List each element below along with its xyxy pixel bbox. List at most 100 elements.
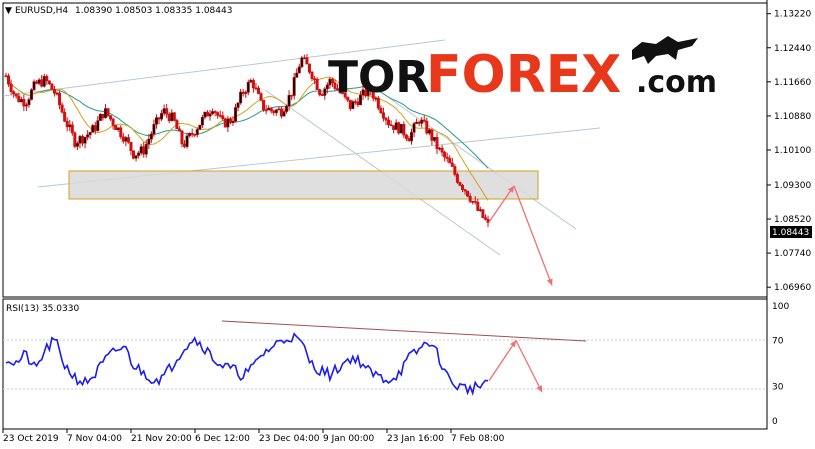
candle-body [259,93,263,101]
candle-body [35,81,39,84]
candle-body [381,112,385,119]
time-tick-label: 9 Jan 00:00 [323,434,375,444]
candle-body [81,136,85,144]
candle-body [262,99,266,111]
candle-body [129,141,133,152]
candle-body [290,94,294,97]
candle-body [116,127,120,130]
candle-body [37,79,41,84]
candle-body [420,119,424,124]
rsi-label: RSI(13) 35.0330 [6,304,79,314]
time-axis-ticks: 23 Oct 2019 7 Nov 04:00 21 Nov 20:00 6 Dec … [2,429,505,444]
candle-body [455,174,459,183]
candle-body [473,201,477,203]
candle-body [297,66,301,74]
candle-body [404,134,408,139]
candle-body [251,80,255,89]
candle-body [425,120,429,134]
candle-body [40,79,44,87]
candle-body [50,83,54,90]
candle-body [200,116,204,126]
candle-body [75,142,79,147]
candle-body [460,185,464,190]
candle-body [4,75,8,78]
forecast-arrow-line [488,185,515,223]
candle-body [432,137,436,141]
candle-body [305,57,309,65]
candle-body [30,89,34,100]
rsi-tick-label: 0 [772,417,778,427]
candle-body [371,90,375,99]
candle-body [73,132,77,147]
candle-body [165,108,169,115]
candle-body [338,89,342,94]
forecast-arrow-line [515,340,543,393]
candle-body [313,78,317,80]
candle-body [236,102,240,108]
candle-body [42,76,46,87]
logo-com-text: .com [636,65,717,100]
candle-body [323,88,327,96]
rsi-trendline [221,320,587,342]
candle-body [139,146,143,154]
candle-body [154,117,158,125]
candle-body [22,99,26,107]
time-tick-label: 6 Dec 12:00 [195,434,250,444]
symbol-label: EURUSD,H4 [15,6,68,16]
candle-body [399,124,403,134]
candle-body [318,89,322,95]
candle-body [234,107,238,122]
candle-body [195,129,199,135]
candle-body [19,99,23,103]
candle-body [109,115,113,120]
candle-body [144,144,148,155]
candle-body [106,108,110,116]
candle-body [132,150,136,159]
candle-body [162,108,166,114]
price-tick-label: 1.10100 [774,146,811,156]
candle-body [285,105,289,112]
ma-slow-line [5,75,489,169]
candle-body [376,97,380,109]
candle-body [307,63,311,73]
candle-body [160,113,164,120]
price-axis-ticks: 1.13220 1.12440 1.11660 1.10880 1.10100 1.093… [767,10,811,293]
candle-body [12,91,16,94]
forecast-rsi-arrows [488,340,543,393]
candle-body [300,57,304,68]
candle-body [315,78,319,90]
candle-body [450,162,454,167]
candle-body [218,115,222,117]
time-tick-label: 23 Jan 16:00 [387,434,444,444]
rsi-line [5,332,489,396]
bull-icon [632,36,698,64]
candle-body [287,94,291,107]
candle-body [137,152,141,156]
candle-body [134,155,138,159]
candle-body [407,138,411,142]
candle-body [443,151,447,158]
candle-body [277,108,281,111]
candle-body [68,124,72,128]
time-tick-label: 23 Oct 2019 [3,434,59,444]
ma-fast-line [5,75,489,201]
candle-body [264,109,268,112]
forecast-arrow-head [509,340,516,348]
candles-group [4,54,490,227]
candle-body [254,87,258,90]
candle-body [394,122,398,130]
candle-body [415,121,419,124]
rsi-panel-frame [2,298,768,430]
candle-body [205,111,209,117]
candle-body [430,129,434,141]
candle-body [208,113,212,117]
candle-body [483,217,487,220]
candle-body [213,111,217,113]
price-tick-label: 1.11660 [774,78,811,88]
candle-body [98,113,102,121]
candle-body [346,96,350,101]
candle-body [93,125,97,131]
candle-body [310,71,314,79]
chart-title-triangle-icon[interactable]: ▼ [5,6,12,16]
